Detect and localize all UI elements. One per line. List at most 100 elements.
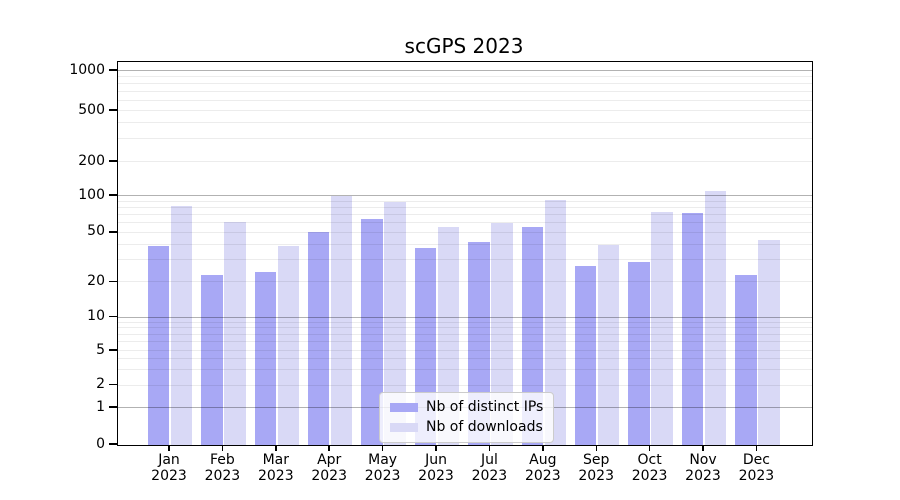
x-tick-dec [755, 445, 758, 451]
bar-ips-feb [201, 274, 223, 445]
bar-ips-may [361, 218, 383, 445]
y-tick-label-2: 2 [96, 376, 105, 392]
gridline-4 [118, 358, 812, 360]
gridline-800 [118, 82, 812, 84]
x-tick-label-aug: Aug 2023 [524, 452, 561, 484]
gridline-90 [118, 200, 812, 202]
bar-ips-oct [628, 262, 650, 445]
bar-downloads-oct [651, 212, 673, 445]
x-tick-label-jan: Jan 2023 [151, 452, 187, 484]
legend: Nb of distinct IPs Nb of downloads [379, 392, 555, 443]
gridline-1000 [118, 70, 812, 71]
y-tick-label-200: 200 [78, 152, 105, 169]
x-tick-label-sep: Sep 2023 [578, 452, 614, 484]
bar-downloads-jan [170, 205, 193, 445]
gridline-700 [118, 90, 812, 92]
gridline-3 [118, 369, 812, 371]
y-tick-5 [109, 349, 117, 351]
bar-ips-dec [735, 274, 757, 445]
x-tick-label-may: May 2023 [364, 452, 401, 484]
x-tick-oct [648, 445, 651, 451]
gridline-50 [118, 231, 812, 233]
bar-downloads-mar [277, 246, 300, 445]
x-tick-label-dec: Dec 2023 [738, 452, 775, 484]
plot-area: Nb of distinct IPs Nb of downloads [117, 61, 813, 446]
y-tick-label-1: 1 [96, 398, 105, 415]
gridline-8 [118, 327, 812, 329]
bar-downloads-may [384, 201, 406, 445]
gridline-5 [118, 350, 812, 351]
bar-ips-jan [147, 246, 170, 445]
y-tick-label-0: 0 [96, 435, 105, 452]
x-tick-aug [542, 445, 544, 451]
bar-downloads-sep [597, 244, 620, 445]
x-tick-label-nov: Nov 2023 [685, 452, 721, 484]
x-tick-feb [221, 445, 224, 451]
y-tick-50 [109, 231, 117, 233]
bar-ips-mar [254, 272, 277, 445]
y-tick-label-500: 500 [78, 101, 105, 118]
y-tick-label-10: 10 [87, 308, 105, 324]
x-tick-sep [595, 445, 597, 451]
bar-ips-sep [574, 266, 597, 445]
legend-label-downloads: Nb of downloads [426, 419, 543, 435]
x-tick-label-feb: Feb 2023 [204, 452, 241, 484]
legend-label-distinct-ips: Nb of distinct IPs [426, 399, 544, 415]
y-tick-label-50: 50 [87, 223, 105, 240]
chart-title: scGPS 2023 [404, 34, 524, 58]
gridline-6 [118, 341, 812, 343]
bar-ips-aug [521, 226, 544, 445]
x-tick-nov [702, 445, 704, 451]
y-tick-0 [109, 443, 117, 445]
y-tick-20 [109, 280, 117, 283]
gridline-300 [118, 138, 812, 140]
legend-swatch-downloads [390, 423, 418, 432]
legend-swatch-distinct-ips [390, 403, 418, 412]
gridline-30 [118, 259, 812, 261]
gridline-20 [118, 281, 812, 283]
gridline-2 [118, 384, 812, 386]
y-tick-500 [109, 109, 117, 111]
gridline-40 [118, 243, 812, 245]
x-tick-label-mar: Mar 2023 [257, 452, 294, 484]
gridline-80 [118, 206, 812, 208]
gridline-500 [118, 110, 812, 111]
x-tick-apr [328, 445, 330, 451]
bar-downloads-apr [330, 196, 353, 445]
y-tick-1 [109, 406, 117, 408]
legend-entry-downloads: Nb of downloads [390, 419, 543, 436]
gridline-200 [118, 161, 812, 162]
gridline-60 [118, 222, 812, 224]
bar-downloads-nov [704, 191, 727, 445]
x-tick-jul [488, 445, 491, 451]
x-tick-label-jul: Jul 2023 [471, 452, 508, 484]
gridline-9 [118, 321, 812, 323]
x-tick-jan [168, 445, 170, 451]
x-tick-jun [435, 445, 437, 451]
gridline-10 [118, 316, 812, 318]
bar-downloads-feb [224, 222, 246, 445]
x-tick-label-apr: Apr 2023 [311, 452, 347, 484]
y-tick-label-1000: 1000 [69, 61, 105, 78]
y-tick-2 [109, 383, 117, 386]
x-tick-label-jun: Jun 2023 [418, 452, 454, 484]
y-tick-label-100: 100 [78, 186, 105, 203]
legend-entry-distinct-ips: Nb of distinct IPs [390, 399, 543, 416]
gridline-70 [118, 213, 812, 215]
bar-downloads-dec [758, 239, 780, 445]
y-tick-10 [109, 315, 117, 318]
bar-downloads-jul [491, 223, 513, 445]
gridline-600 [118, 99, 812, 101]
y-tick-200 [109, 160, 117, 162]
y-tick-1000 [109, 69, 117, 71]
x-tick-mar [275, 445, 277, 451]
y-tick-100 [109, 194, 117, 196]
gridline-900 [118, 76, 812, 78]
y-tick-label-20: 20 [87, 272, 105, 289]
gridline-400 [118, 122, 812, 124]
x-tick-label-oct: Oct 2023 [631, 452, 668, 484]
bar-ips-nov [681, 212, 704, 445]
y-tick-label-5: 5 [96, 341, 105, 358]
gridline-100 [118, 195, 812, 196]
